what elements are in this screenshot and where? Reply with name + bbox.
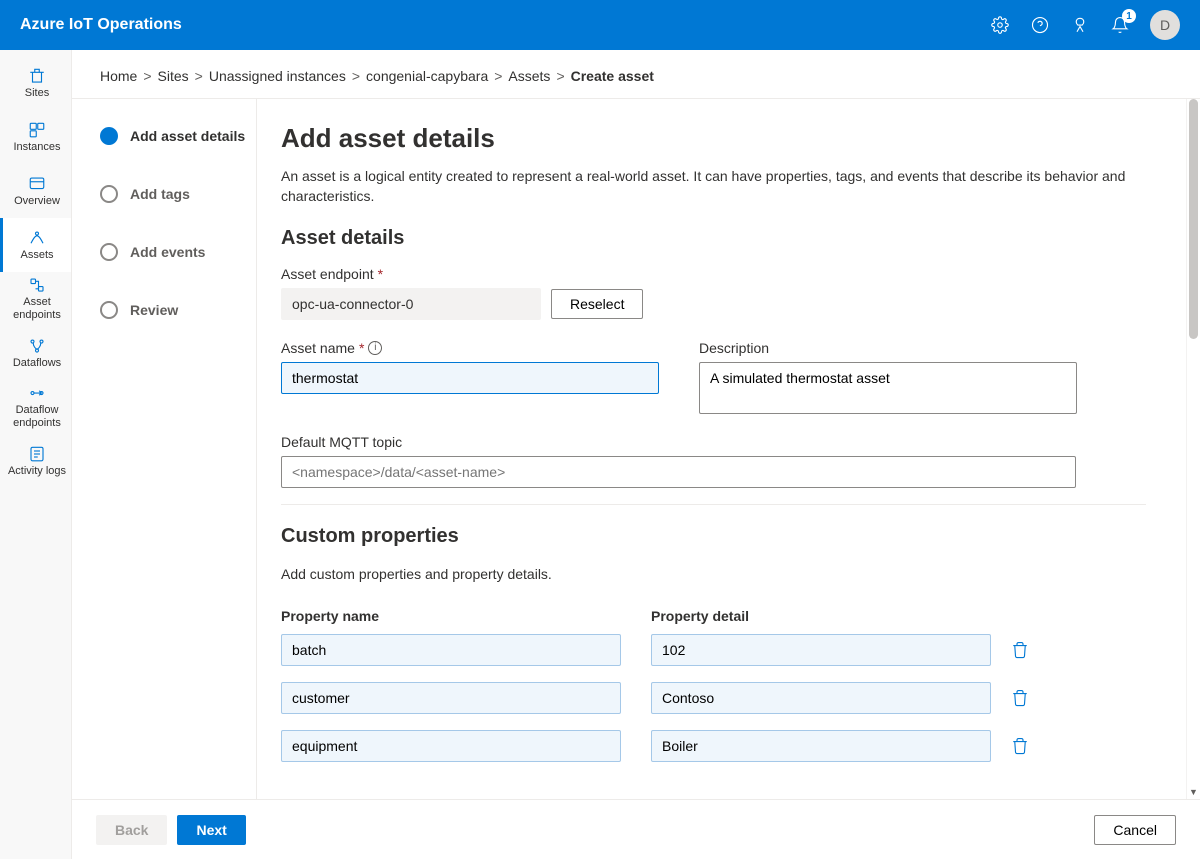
page-intro: An asset is a logical entity created to …: [281, 166, 1146, 207]
property-row: [281, 682, 1146, 714]
endpoint-input: [281, 288, 541, 320]
content-pane: Add asset details An asset is a logical …: [257, 99, 1186, 799]
section-asset-details: Asset details: [281, 227, 1146, 250]
back-button: Back: [96, 815, 167, 845]
property-detail-input[interactable]: [651, 634, 991, 666]
breadcrumb-link[interactable]: congenial-capybara: [366, 68, 488, 84]
sidebar-item-label: Dataflow endpoints: [5, 404, 69, 429]
property-name-input[interactable]: [281, 682, 621, 714]
app-title: Azure IoT Operations: [20, 16, 990, 34]
overview-icon: [28, 175, 46, 193]
sidebar-item-dataflow-endpoints[interactable]: Dataflow endpoints: [0, 380, 71, 434]
feedback-icon[interactable]: [1070, 15, 1090, 35]
wizard-step[interactable]: Add asset details: [100, 127, 256, 145]
dataflow-endpoints-icon: [28, 384, 46, 402]
step-circle-icon: [100, 185, 118, 203]
step-label: Add asset details: [130, 128, 245, 144]
help-icon[interactable]: [1030, 15, 1050, 35]
breadcrumb-link[interactable]: Sites: [158, 68, 189, 84]
step-label: Add tags: [130, 186, 190, 202]
step-label: Add events: [130, 244, 205, 260]
wizard-step[interactable]: Add tags: [100, 185, 256, 203]
notifications-icon[interactable]: 1: [1110, 15, 1130, 35]
activity-logs-icon: [28, 445, 46, 463]
property-name-input[interactable]: [281, 634, 621, 666]
left-nav: Sites Instances Overview Assets Asset endpoi…: [0, 50, 72, 859]
property-detail-input[interactable]: [651, 682, 991, 714]
prop-header-detail: Property detail: [651, 608, 749, 624]
step-label: Review: [130, 302, 178, 318]
section-custom-properties: Custom properties: [281, 525, 1146, 548]
assets-icon: [28, 229, 46, 247]
description-label: Description: [699, 340, 1077, 356]
sidebar-item-sites[interactable]: Sites: [0, 56, 71, 110]
sidebar-item-assets[interactable]: Assets: [0, 218, 71, 272]
settings-icon[interactable]: [990, 15, 1010, 35]
sidebar-item-asset-endpoints[interactable]: Asset endpoints: [0, 272, 71, 326]
breadcrumb-link[interactable]: Home: [100, 68, 137, 84]
breadcrumb-link[interactable]: Assets: [508, 68, 550, 84]
property-name-input[interactable]: [281, 730, 621, 762]
next-button[interactable]: Next: [177, 815, 245, 845]
wizard-steps: Add asset details Add tags Add events Revie…: [72, 99, 257, 799]
sidebar-item-label: Asset endpoints: [5, 296, 69, 321]
custom-props-desc: Add custom properties and property detai…: [281, 564, 1146, 584]
footer: Back Next Cancel: [72, 799, 1200, 859]
breadcrumb-link[interactable]: Unassigned instances: [209, 68, 346, 84]
mqtt-input[interactable]: [281, 456, 1076, 488]
asset-name-label: Asset name * i: [281, 340, 659, 356]
asset-endpoints-icon: [28, 276, 46, 294]
prop-header-name: Property name: [281, 608, 621, 624]
instances-icon: [28, 121, 46, 139]
sidebar-item-label: Overview: [14, 195, 60, 208]
sidebar-item-label: Dataflows: [13, 357, 61, 370]
sidebar-item-label: Assets: [20, 249, 53, 262]
mqtt-label: Default MQTT topic: [281, 434, 1146, 450]
info-icon[interactable]: i: [368, 341, 382, 355]
page-title: Add asset details: [281, 123, 1146, 154]
breadcrumb: Home>Sites>Unassigned instances>congenia…: [72, 50, 1200, 99]
property-detail-input[interactable]: [651, 730, 991, 762]
property-row: [281, 730, 1146, 762]
endpoint-label: Asset endpoint *: [281, 266, 1146, 282]
sidebar-item-instances[interactable]: Instances: [0, 110, 71, 164]
notification-badge: 1: [1122, 9, 1136, 23]
delete-property-button[interactable]: [1001, 689, 1039, 707]
cancel-button[interactable]: Cancel: [1094, 815, 1176, 845]
step-circle-icon: [100, 127, 118, 145]
sidebar-item-label: Sites: [25, 87, 49, 100]
sidebar-item-label: Activity logs: [8, 465, 66, 478]
breadcrumb-current: Create asset: [571, 68, 654, 84]
delete-property-button[interactable]: [1001, 737, 1039, 755]
wizard-step[interactable]: Review: [100, 301, 256, 319]
header-bar: Azure IoT Operations 1 D: [0, 0, 1200, 50]
sidebar-item-activity-logs[interactable]: Activity logs: [0, 434, 71, 488]
reselect-button[interactable]: Reselect: [551, 289, 643, 319]
delete-property-button[interactable]: [1001, 641, 1039, 659]
scrollbar-thumb[interactable]: [1189, 99, 1198, 339]
user-avatar[interactable]: D: [1150, 10, 1180, 40]
step-circle-icon: [100, 243, 118, 261]
sidebar-item-overview[interactable]: Overview: [0, 164, 71, 218]
wizard-step[interactable]: Add events: [100, 243, 256, 261]
dataflows-icon: [28, 337, 46, 355]
sidebar-item-label: Instances: [13, 141, 60, 154]
scrollbar[interactable]: ▲ ▼: [1186, 99, 1200, 799]
trash-icon: [1011, 641, 1029, 659]
asset-name-input[interactable]: [281, 362, 659, 394]
trash-icon: [1011, 737, 1029, 755]
trash-icon: [1011, 689, 1029, 707]
step-circle-icon: [100, 301, 118, 319]
sidebar-item-dataflows[interactable]: Dataflows: [0, 326, 71, 380]
description-input[interactable]: [699, 362, 1077, 414]
sites-icon: [28, 67, 46, 85]
divider: [281, 504, 1146, 505]
property-row: [281, 634, 1146, 666]
